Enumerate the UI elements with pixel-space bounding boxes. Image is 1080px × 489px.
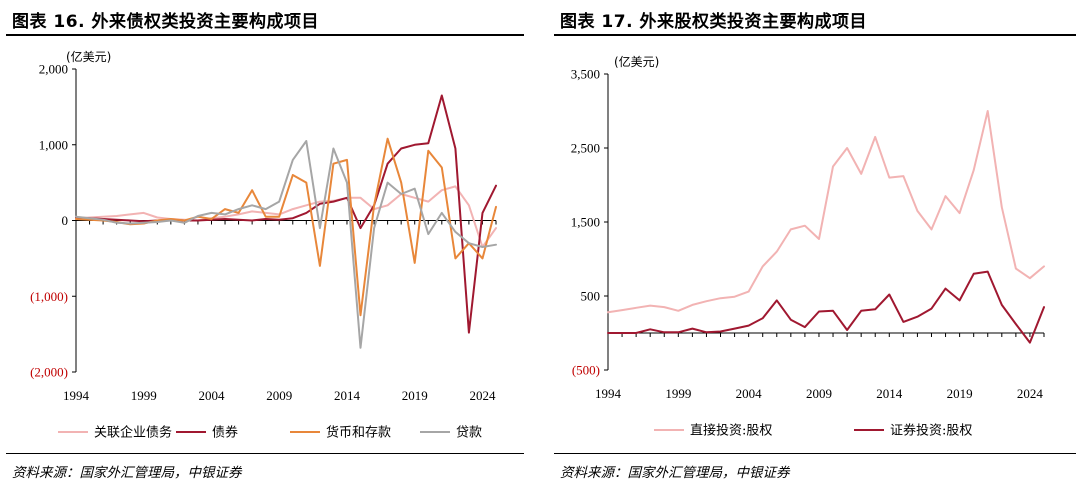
left-y-tick-label: 1,000 bbox=[39, 137, 68, 152]
left-legend-label-2: 债券 bbox=[212, 425, 238, 441]
left-panel: 图表 16. 外来债权类投资主要构成项目 (亿美元) 2,000 1,000 0 (1,… bbox=[0, 0, 524, 489]
right-title-rule bbox=[554, 34, 1076, 36]
left-x-tick-label: 2019 bbox=[402, 388, 428, 403]
left-legend-label-1: 关联企业债务 bbox=[94, 425, 172, 441]
right-y-tick-label: 2,500 bbox=[571, 141, 600, 156]
right-y-tick-label: 500 bbox=[581, 289, 601, 304]
right-source-note: 资料来源：国家外汇管理局，中银证券 bbox=[560, 465, 790, 481]
right-series-line-2 bbox=[607, 270, 1045, 344]
left-y-tick-label: (2,000) bbox=[30, 365, 68, 380]
left-y-unit-label: (亿美元) bbox=[66, 49, 111, 64]
left-series-line-2 bbox=[75, 94, 497, 334]
right-panel: 图表 17. 外来股权类投资主要构成项目 (亿美元) 3,500 2,500 1,50… bbox=[548, 0, 1076, 489]
right-legend-label-1: 直接投资:股权 bbox=[690, 423, 772, 439]
right-x-tick-label: 2004 bbox=[736, 386, 763, 401]
left-title-rule bbox=[6, 34, 524, 36]
left-y-tick-label: 2,000 bbox=[39, 62, 68, 77]
left-series-line-1 bbox=[75, 185, 497, 248]
left-x-tick-label: 2024 bbox=[469, 388, 496, 403]
left-x-tick-label: 2004 bbox=[198, 388, 225, 403]
right-source-rule bbox=[554, 453, 1076, 454]
right-x-tick-label: 1999 bbox=[665, 386, 691, 401]
right-y-tick-label: (500) bbox=[572, 363, 600, 378]
right-y-unit-label: (亿美元) bbox=[614, 54, 659, 69]
left-x-tick-label: 1999 bbox=[131, 388, 157, 403]
right-y-tick-label: 1,500 bbox=[571, 215, 600, 230]
right-chart: (亿美元) 3,500 2,500 1,500 500 (500) 1994 1999 2004… bbox=[571, 54, 1045, 439]
left-x-tick-label: 2014 bbox=[334, 388, 361, 403]
right-x-tick-label: 2009 bbox=[806, 386, 832, 401]
right-y-tick-label: 3,500 bbox=[571, 67, 600, 82]
left-source-rule bbox=[6, 453, 524, 454]
left-legend-label-4: 贷款 bbox=[456, 426, 482, 441]
right-x-tick-label: 1994 bbox=[595, 386, 622, 401]
left-chart: (亿美元)2,000 1,000 0 (1,000) (2,000) 1994 1999 20… bbox=[30, 49, 497, 441]
right-x-tick-label: 2014 bbox=[876, 386, 903, 401]
left-x-tick-label: 1994 bbox=[63, 388, 90, 403]
right-series-line-1 bbox=[607, 110, 1045, 314]
left-series-line-4 bbox=[75, 140, 497, 349]
left-source-note: 资料来源：国家外汇管理局，中银证券 bbox=[12, 465, 242, 481]
left-x-tick-label: 2009 bbox=[266, 388, 292, 403]
right-x-tick-label: 2024 bbox=[1017, 386, 1044, 401]
right-x-tick-label: 2019 bbox=[947, 386, 973, 401]
left-y-tick-label: 0 bbox=[62, 213, 69, 228]
left-chart-title: 图表 16. 外来债权类投资主要构成项目 bbox=[12, 12, 319, 32]
left-y-tick-label: (1,000) bbox=[30, 289, 68, 304]
left-legend-label-3: 货币和存款 bbox=[326, 425, 391, 441]
right-chart-title: 图表 17. 外来股权类投资主要构成项目 bbox=[560, 12, 867, 32]
right-legend-label-2: 证券投资:股权 bbox=[890, 423, 972, 439]
